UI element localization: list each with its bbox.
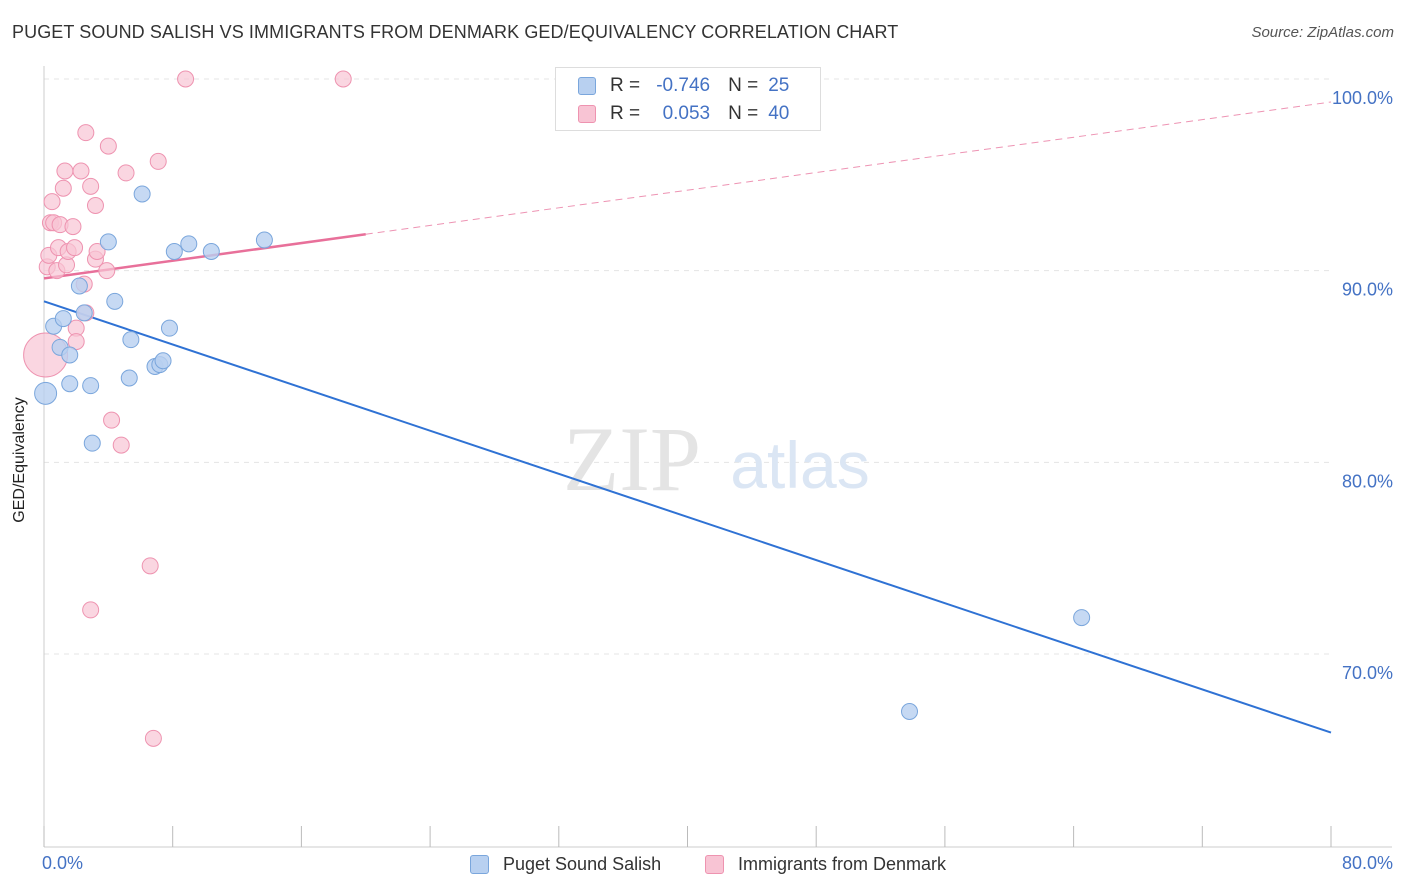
data-point-pink	[66, 239, 84, 257]
legend-n-value: 25	[768, 75, 790, 96]
data-point-pink	[334, 70, 352, 88]
y-tick-label: 80.0%	[1342, 471, 1393, 491]
watermark-atlas: atlas	[730, 428, 869, 502]
series-immigrants-from-denmark	[23, 70, 352, 747]
data-point-pink	[117, 164, 135, 182]
data-point-pink	[64, 218, 82, 236]
data-point-pink	[99, 137, 117, 155]
data-point-pink	[72, 162, 90, 180]
trend-line-pink-extension	[365, 101, 1332, 235]
data-point-pink	[82, 601, 100, 619]
data-point-blue	[61, 346, 79, 364]
legend-r-value: 0.053	[662, 103, 711, 124]
watermark-zip: ZIP	[563, 408, 701, 510]
data-point-blue	[133, 185, 151, 203]
trend-line-blue	[43, 300, 1332, 734]
tick-labels: 70.0% 80.0% 90.0% 100.0% 0.0% 80.0%	[42, 88, 1393, 873]
watermark: ZIP atlas	[563, 408, 870, 510]
series-puget-sound-salish	[34, 185, 1091, 720]
data-point-pink	[141, 557, 159, 575]
bottom-legend-label: Immigrants from Denmark	[738, 853, 947, 874]
legend-r-label: R =	[610, 75, 641, 96]
data-point-blue	[106, 292, 124, 310]
data-point-blue	[901, 703, 919, 720]
x-tick-label: 80.0%	[1342, 853, 1393, 873]
chart-title: PUGET SOUND SALISH VS IMMIGRANTS FROM DE…	[12, 22, 899, 42]
legend-n-label: N =	[728, 75, 759, 96]
data-point-pink	[98, 262, 116, 280]
data-point-pink	[149, 152, 167, 170]
data-point-blue	[120, 369, 138, 387]
y-tick-label: 90.0%	[1342, 280, 1393, 300]
bottom-legend-swatch-blue	[470, 854, 489, 874]
y-tick-label: 70.0%	[1342, 663, 1393, 683]
legend-r-label: R =	[610, 103, 641, 124]
gridlines	[44, 78, 1331, 655]
data-point-blue	[54, 310, 72, 328]
legend-swatch-pink	[578, 105, 596, 123]
legend-row-pink: R = 0.053 N = 40	[578, 100, 789, 128]
data-point-blue	[202, 243, 220, 260]
data-point-blue	[82, 377, 100, 395]
data-point-pink	[82, 177, 100, 195]
data-point-blue	[165, 243, 183, 260]
data-point-pink	[144, 729, 162, 747]
data-point-pink	[177, 70, 195, 88]
stats-legend: R = -0.746 N = 25 R = 0.053 N = 40	[555, 67, 821, 131]
data-point-blue	[75, 304, 93, 322]
legend-n-value: 40	[768, 103, 790, 124]
x-tick-label: 0.0%	[42, 853, 83, 873]
data-point-pink	[88, 243, 106, 260]
data-point-pink	[103, 411, 121, 429]
legend-row-blue: R = -0.746 N = 25	[578, 72, 789, 100]
legend-r-value: -0.746	[656, 75, 711, 96]
data-point-pink	[43, 193, 61, 211]
source-label: Source: ZipAtlas.com	[1251, 24, 1394, 41]
data-point-pink	[56, 162, 74, 180]
data-point-blue	[180, 235, 198, 253]
data-point-blue	[99, 233, 117, 251]
data-point-pink	[112, 436, 130, 454]
data-point-blue	[255, 231, 273, 249]
data-point-blue	[122, 331, 140, 349]
bottom-legend-label: Puget Sound Salish	[503, 853, 662, 874]
data-point-blue	[83, 434, 101, 452]
data-point-pink	[54, 179, 72, 197]
data-point-blue	[1073, 609, 1091, 627]
data-point-blue	[34, 381, 58, 405]
data-point-blue	[160, 319, 178, 337]
axes	[43, 66, 1392, 848]
data-point-blue	[70, 277, 88, 295]
y-tick-label: 100.0%	[1332, 88, 1393, 108]
data-point-blue	[61, 375, 79, 393]
data-point-pink	[77, 124, 95, 142]
data-point-blue	[154, 352, 172, 370]
bottom-legend-swatch-pink	[705, 854, 724, 874]
data-point-pink	[86, 197, 104, 214]
legend-n-label: N =	[728, 103, 759, 124]
bottom-legend-item-blue: Puget Sound Salish	[470, 851, 661, 877]
bottom-legend-item-pink: Immigrants from Denmark	[705, 851, 946, 877]
legend-swatch-blue	[578, 77, 596, 95]
